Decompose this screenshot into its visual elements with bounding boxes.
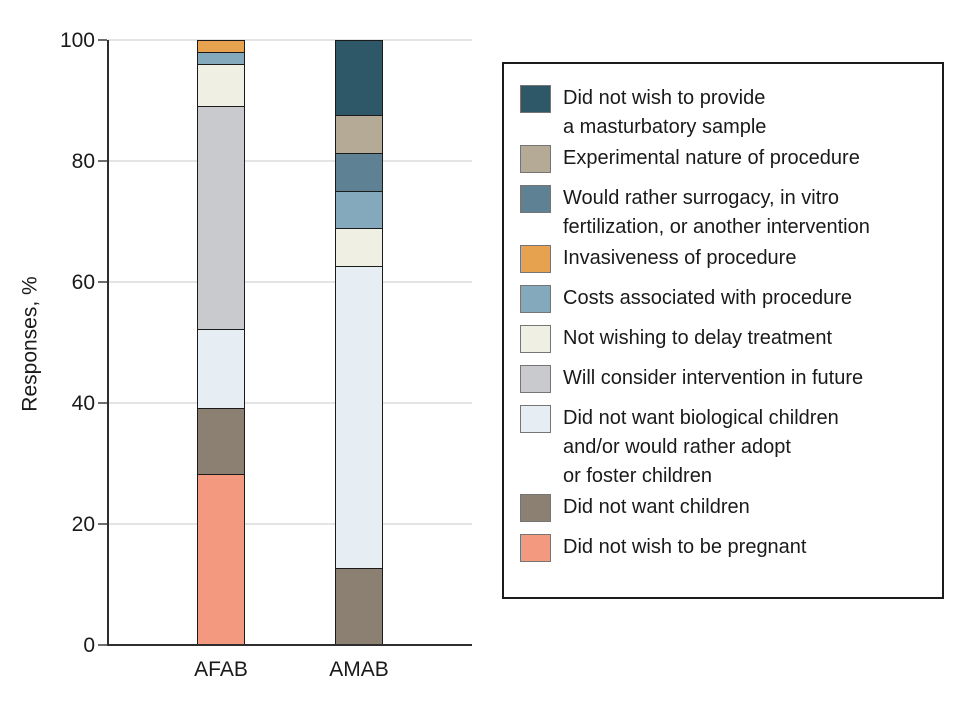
legend-item: Did not wish to provide a masturbatory sa… <box>520 84 928 142</box>
bar-segment <box>198 53 244 66</box>
gridline-20 <box>108 523 472 525</box>
x-label-afab: AFAB <box>194 658 248 681</box>
legend-swatch <box>520 245 551 273</box>
legend-label: Costs associated with procedure <box>563 287 853 309</box>
y-tick-label-100: 100 <box>59 29 95 52</box>
legend-label: Invasiveness of procedure <box>563 247 797 269</box>
bar-segment <box>198 475 244 644</box>
bar-segment <box>336 568 382 644</box>
bar-segment <box>336 154 382 192</box>
legend-swatch <box>520 534 551 562</box>
legend-box: Did not wish to provide a masturbatory sa… <box>502 62 944 599</box>
legend-swatch <box>520 365 551 393</box>
legend-label: Would rather surrogacy, in vitro fertiliz… <box>563 187 870 238</box>
legend-item: Invasiveness of procedure <box>520 244 928 282</box>
y-tick-label-20: 20 <box>71 513 95 536</box>
legend-swatch <box>520 145 551 173</box>
legend-label: Did not wish to provide a masturbatory sa… <box>563 87 767 138</box>
legend-item: Not wishing to delay treatment <box>520 324 928 362</box>
bar-segment <box>198 41 244 54</box>
legend-item: Did not want children <box>520 493 928 531</box>
y-axis-line <box>107 40 109 646</box>
y-tick-mark-20 <box>98 523 107 525</box>
x-label-amab: AMAB <box>329 658 389 681</box>
bar-segment <box>336 41 382 117</box>
legend-item: Would rather surrogacy, in vitro fertiliz… <box>520 184 928 242</box>
y-tick-label-60: 60 <box>71 271 95 294</box>
legend-label: Did not want children <box>563 496 750 518</box>
plot-area <box>108 39 472 645</box>
bar-segment <box>198 65 244 108</box>
legend-item: Costs associated with procedure <box>520 284 928 322</box>
bar-segment <box>336 116 382 155</box>
legend-label: Not wishing to delay treatment <box>563 327 833 349</box>
y-tick-mark-60 <box>98 281 107 283</box>
legend-swatch <box>520 325 551 353</box>
legend-item: Did not wish to be pregnant <box>520 533 928 571</box>
y-tick-mark-80 <box>98 160 107 162</box>
gridline-80 <box>108 160 472 162</box>
y-tick-label-0: 0 <box>83 634 95 657</box>
gridline-40 <box>108 402 472 404</box>
y-tick-mark-100 <box>98 39 107 41</box>
bar-afab <box>197 40 245 645</box>
y-tick-mark-40 <box>98 402 107 404</box>
bar-segment <box>198 107 244 331</box>
y-tick-label-80: 80 <box>71 150 95 173</box>
bar-amab <box>335 40 383 645</box>
legend-label: Will consider intervention in future <box>563 367 864 389</box>
gridline-60 <box>108 281 472 283</box>
y-tick-mark-0 <box>98 644 107 646</box>
legend-swatch <box>520 285 551 313</box>
bar-segment <box>198 330 244 409</box>
legend-label: Experimental nature of procedure <box>563 147 860 169</box>
legend-item: Did not want biological children and/or w… <box>520 404 928 491</box>
legend-label: Did not wish to be pregnant <box>563 536 807 558</box>
legend-item: Will consider intervention in future <box>520 364 928 402</box>
legend-swatch <box>520 405 551 433</box>
legend-swatch <box>520 85 551 113</box>
legend-label: Did not want biological children and/or w… <box>563 407 839 487</box>
legend-item: Experimental nature of procedure <box>520 144 928 182</box>
legend-swatch <box>520 494 551 522</box>
y-tick-label-40: 40 <box>71 392 95 415</box>
bar-segment <box>336 229 382 268</box>
legend-swatch <box>520 185 551 213</box>
gridline-100 <box>108 39 472 41</box>
bar-segment <box>336 191 382 230</box>
x-axis-line <box>107 644 472 646</box>
bar-segment <box>336 267 382 569</box>
bar-segment <box>198 408 244 476</box>
